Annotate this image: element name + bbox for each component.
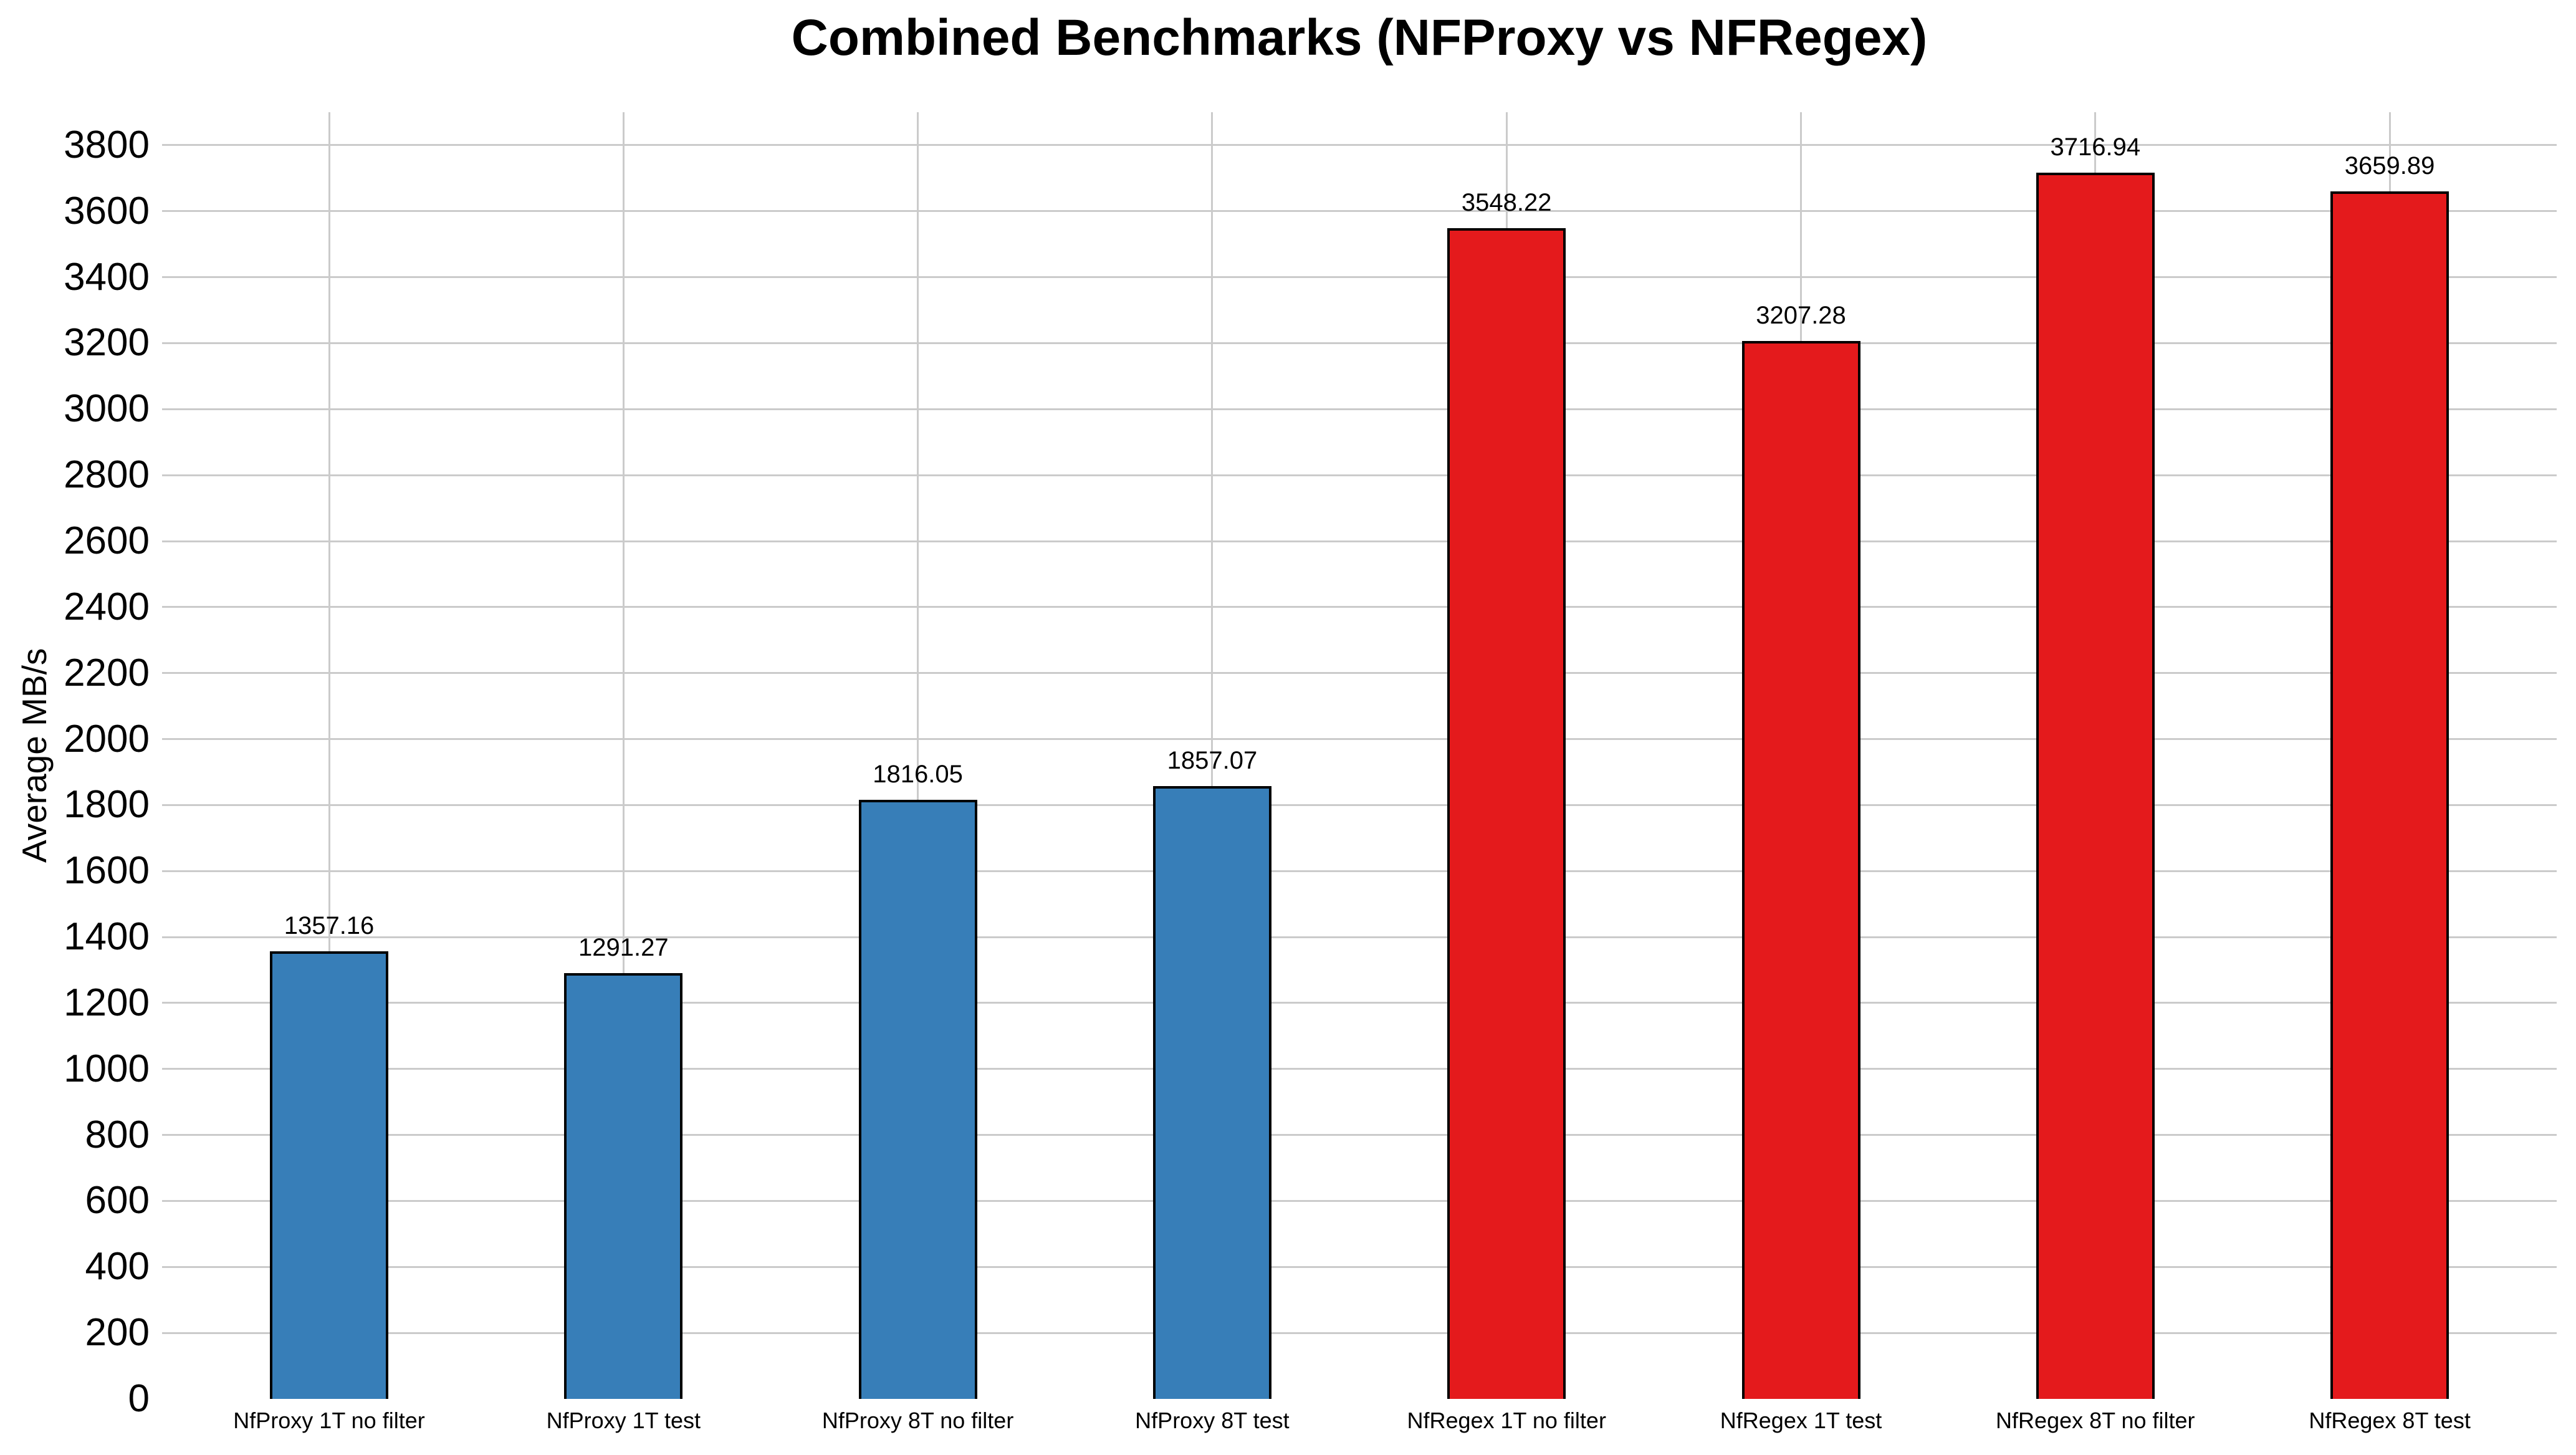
y-tick-label: 200 <box>85 1311 150 1355</box>
v-gridline <box>917 112 919 1399</box>
h-gridline <box>162 210 2557 213</box>
h-gridline <box>162 474 2557 476</box>
x-tick-label: NfProxy 1T no filter <box>233 1408 425 1433</box>
y-tick-label: 1400 <box>64 915 150 959</box>
h-gridline <box>162 606 2557 608</box>
h-gridline <box>162 870 2557 872</box>
h-gridline <box>162 1068 2557 1070</box>
chart-title: Combined Benchmarks (NFProxy vs NFRegex) <box>791 9 1928 66</box>
y-tick-label: 1000 <box>64 1047 150 1090</box>
bar <box>2330 191 2449 1399</box>
x-tick-label: NfProxy 1T test <box>546 1408 701 1433</box>
h-gridline <box>162 1134 2557 1136</box>
bar-value-label: 1357.16 <box>284 911 375 939</box>
h-gridline <box>162 804 2557 806</box>
y-tick-label: 2000 <box>64 717 150 761</box>
h-gridline <box>162 342 2557 344</box>
h-gridline <box>162 1265 2557 1268</box>
h-gridline <box>162 408 2557 410</box>
h-gridline <box>162 672 2557 675</box>
bar-value-label: 1291.27 <box>578 933 669 961</box>
y-tick-label: 2800 <box>64 453 150 497</box>
h-gridline <box>162 540 2557 542</box>
v-gridline <box>328 112 330 1399</box>
x-tick-label: NfRegex 8T test <box>2309 1408 2471 1433</box>
v-gridline <box>622 112 625 1399</box>
y-tick-label: 2200 <box>64 651 150 694</box>
y-tick-label: 0 <box>128 1377 150 1420</box>
h-gridline <box>162 936 2557 938</box>
y-tick-label: 3800 <box>64 123 150 166</box>
y-tick-label: 1200 <box>64 981 150 1024</box>
bar <box>1741 340 1860 1399</box>
bar <box>1152 786 1271 1399</box>
y-tick-label: 2400 <box>64 585 150 628</box>
x-tick-label: NfRegex 1T test <box>1720 1408 1882 1433</box>
bar-value-label: 3659.89 <box>2344 152 2435 180</box>
y-tick-label: 1600 <box>64 849 150 893</box>
y-tick-label: 3400 <box>64 255 150 299</box>
bar <box>858 799 977 1399</box>
h-gridline <box>162 738 2557 741</box>
y-tick-label: 2600 <box>64 519 150 562</box>
y-tick-label: 800 <box>85 1113 150 1156</box>
x-tick-label: NfProxy 8T no filter <box>821 1408 1014 1433</box>
bar-value-label: 1816.05 <box>873 760 963 788</box>
bar <box>1447 228 1566 1399</box>
plot-area: 1357.16 1291.27 1816.05 1857.07 3548.22 3207.… <box>162 112 2557 1399</box>
bar <box>2036 172 2155 1399</box>
bar-value-label: 3207.28 <box>1756 301 1846 329</box>
v-gridline <box>1211 112 1214 1399</box>
bar-value-label: 3548.22 <box>1461 189 1552 217</box>
bar-value-label: 1857.07 <box>1167 747 1258 775</box>
x-tick-label: NfProxy 8T test <box>1135 1408 1290 1433</box>
y-tick-label: 3600 <box>64 189 150 233</box>
y-tick-label: 3200 <box>64 321 150 365</box>
bar <box>564 972 683 1399</box>
y-tick-label: 1800 <box>64 783 150 827</box>
h-gridline <box>162 1332 2557 1334</box>
h-gridline <box>162 144 2557 146</box>
x-tick-label: NfRegex 1T no filter <box>1407 1408 1606 1433</box>
y-tick-label: 400 <box>85 1245 150 1289</box>
h-gridline <box>162 1002 2557 1004</box>
h-gridline <box>162 276 2557 279</box>
bar-value-label: 3716.94 <box>2050 133 2141 161</box>
x-tick-label: NfRegex 8T no filter <box>1996 1408 2195 1433</box>
h-gridline <box>162 1199 2557 1202</box>
y-tick-label: 600 <box>85 1179 150 1222</box>
bar <box>270 951 388 1399</box>
y-tick-label: 3000 <box>64 387 150 431</box>
